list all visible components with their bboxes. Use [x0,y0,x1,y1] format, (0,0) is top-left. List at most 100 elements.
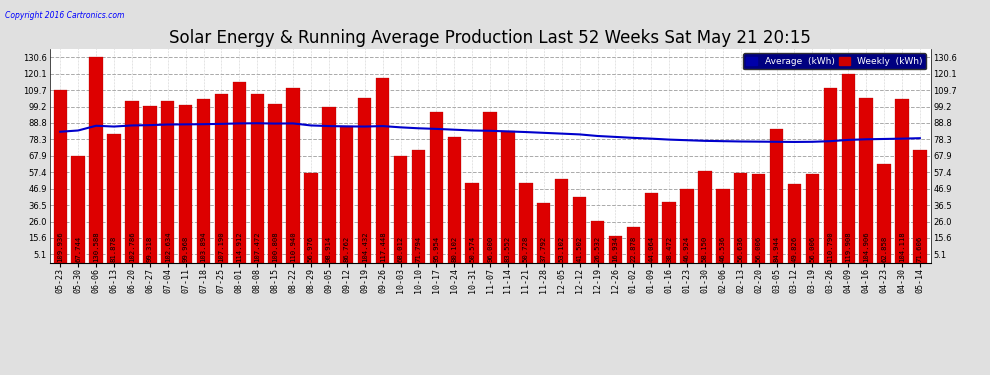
Legend: Average  (kWh), Weekly  (kWh): Average (kWh), Weekly (kWh) [742,53,926,69]
Bar [412,150,425,262]
Text: 104.906: 104.906 [863,231,869,262]
Bar [341,126,353,262]
Text: 100.808: 100.808 [272,231,278,262]
Text: 99.318: 99.318 [147,236,152,262]
Text: 103.894: 103.894 [201,231,207,262]
Bar [394,156,407,262]
Text: 56.636: 56.636 [738,236,743,262]
Bar [233,82,247,262]
Bar [430,112,444,262]
Text: 86.762: 86.762 [344,236,349,262]
Bar [125,101,139,262]
Bar [250,94,264,262]
Bar [734,174,747,262]
Text: 50.728: 50.728 [523,236,529,262]
Text: 99.968: 99.968 [182,236,189,262]
Text: 62.858: 62.858 [881,236,887,262]
Text: 71.606: 71.606 [917,236,923,262]
Bar [644,193,658,262]
Bar [716,189,730,262]
Text: 56.006: 56.006 [755,236,761,262]
Text: 107.190: 107.190 [219,231,225,262]
Bar [555,179,568,262]
Text: 22.878: 22.878 [631,236,637,262]
Text: 96.000: 96.000 [487,236,493,262]
Bar [268,104,282,262]
Text: 56.006: 56.006 [810,236,816,262]
Text: 16.934: 16.934 [613,236,619,262]
Text: 44.064: 44.064 [648,236,654,262]
Bar [806,174,819,262]
Text: 38.472: 38.472 [666,236,672,262]
Text: 107.472: 107.472 [254,231,260,262]
Title: Solar Energy & Running Average Production Last 52 Weeks Sat May 21 20:15: Solar Energy & Running Average Productio… [169,29,811,47]
Text: 41.502: 41.502 [576,236,582,262]
Bar [788,184,801,262]
Text: 80.102: 80.102 [451,236,457,262]
Bar [144,106,156,262]
Bar [107,134,121,262]
Text: 110.790: 110.790 [828,231,834,262]
Text: 53.102: 53.102 [558,236,564,262]
Bar [358,98,371,262]
Text: 26.532: 26.532 [595,236,601,262]
Text: 71.794: 71.794 [416,236,422,262]
Bar [609,236,622,262]
Text: 81.878: 81.878 [111,236,117,262]
Text: 46.536: 46.536 [720,236,726,262]
Bar [842,74,855,262]
Bar [53,90,67,262]
Bar [215,94,228,262]
Bar [519,183,533,262]
Text: 95.954: 95.954 [434,236,440,262]
Text: 104.118: 104.118 [899,231,905,262]
Bar [197,99,210,262]
Text: 46.924: 46.924 [684,236,690,262]
Bar [501,131,515,262]
Text: 98.914: 98.914 [326,236,332,262]
Bar [877,164,891,262]
Bar [179,105,192,262]
Text: 83.552: 83.552 [505,236,511,262]
Bar [770,129,783,262]
Text: 110.940: 110.940 [290,231,296,262]
Text: 49.826: 49.826 [791,236,798,262]
Text: 102.634: 102.634 [164,231,170,262]
Text: 50.574: 50.574 [469,236,475,262]
Text: 68.012: 68.012 [398,236,404,262]
Bar [824,88,837,262]
Bar [895,99,909,262]
Text: 119.908: 119.908 [845,231,851,262]
Bar [913,150,927,262]
Bar [322,107,336,262]
Text: 37.792: 37.792 [541,236,546,262]
Text: 84.944: 84.944 [773,236,779,262]
Bar [286,88,300,262]
Bar [537,203,550,262]
Bar [71,156,85,262]
Bar [591,221,604,262]
Text: 130.588: 130.588 [93,231,99,262]
Text: 114.912: 114.912 [237,231,243,262]
Bar [89,57,103,262]
Bar [304,173,318,262]
Text: 102.786: 102.786 [129,231,135,262]
Text: 56.976: 56.976 [308,236,314,262]
Bar [752,174,765,262]
Text: Copyright 2016 Cartronics.com: Copyright 2016 Cartronics.com [5,11,125,20]
Bar [573,197,586,262]
Text: 67.744: 67.744 [75,236,81,262]
Bar [859,98,873,262]
Bar [465,183,479,262]
Bar [698,171,712,262]
Text: 104.432: 104.432 [361,231,367,262]
Text: 109.936: 109.936 [57,231,63,262]
Bar [447,136,461,262]
Text: 58.150: 58.150 [702,236,708,262]
Bar [627,226,640,262]
Text: 117.448: 117.448 [379,231,385,262]
Bar [483,112,497,262]
Bar [161,101,174,262]
Bar [376,78,389,262]
Bar [680,189,694,262]
